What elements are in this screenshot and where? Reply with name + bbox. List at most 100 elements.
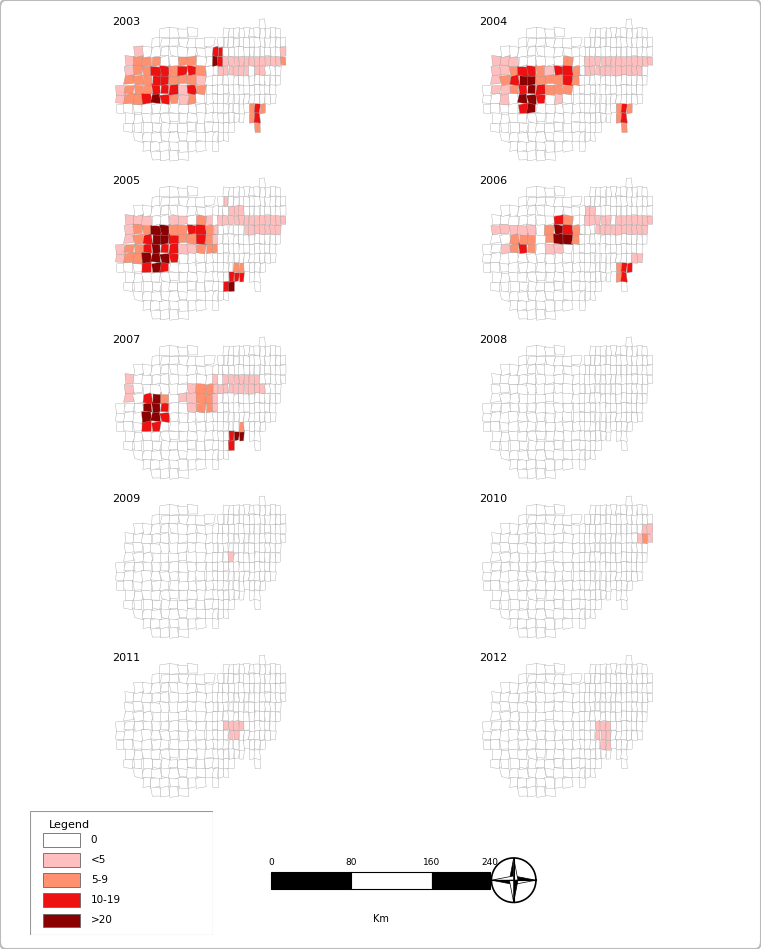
Polygon shape bbox=[254, 693, 260, 703]
Polygon shape bbox=[517, 150, 527, 160]
Polygon shape bbox=[647, 375, 653, 383]
Polygon shape bbox=[590, 683, 596, 694]
Polygon shape bbox=[255, 383, 260, 393]
Polygon shape bbox=[186, 356, 197, 365]
Polygon shape bbox=[142, 102, 151, 114]
Polygon shape bbox=[616, 683, 621, 694]
Polygon shape bbox=[224, 674, 228, 683]
Polygon shape bbox=[244, 571, 250, 582]
Polygon shape bbox=[151, 673, 160, 683]
Polygon shape bbox=[255, 701, 260, 711]
Polygon shape bbox=[595, 402, 600, 413]
Polygon shape bbox=[579, 112, 585, 122]
Polygon shape bbox=[196, 692, 206, 702]
Polygon shape bbox=[536, 431, 546, 440]
Polygon shape bbox=[205, 580, 214, 591]
Polygon shape bbox=[196, 47, 206, 58]
Polygon shape bbox=[626, 514, 632, 525]
Polygon shape bbox=[271, 206, 275, 216]
Polygon shape bbox=[151, 739, 162, 750]
Polygon shape bbox=[275, 543, 282, 552]
Polygon shape bbox=[610, 253, 616, 263]
Polygon shape bbox=[555, 619, 564, 629]
Polygon shape bbox=[519, 282, 528, 291]
Polygon shape bbox=[605, 542, 611, 553]
Polygon shape bbox=[169, 393, 180, 403]
Polygon shape bbox=[253, 28, 260, 38]
Polygon shape bbox=[223, 47, 229, 57]
Polygon shape bbox=[589, 374, 595, 384]
Polygon shape bbox=[228, 739, 233, 749]
Polygon shape bbox=[584, 431, 591, 441]
Polygon shape bbox=[160, 150, 170, 160]
Polygon shape bbox=[527, 532, 536, 544]
Polygon shape bbox=[553, 290, 564, 301]
Polygon shape bbox=[616, 403, 622, 413]
Polygon shape bbox=[169, 197, 179, 205]
Polygon shape bbox=[239, 244, 244, 254]
Polygon shape bbox=[151, 544, 161, 553]
Polygon shape bbox=[527, 458, 536, 470]
Polygon shape bbox=[632, 693, 638, 701]
Polygon shape bbox=[218, 365, 223, 375]
Polygon shape bbox=[642, 187, 648, 196]
Polygon shape bbox=[275, 374, 282, 384]
Polygon shape bbox=[179, 551, 187, 561]
Polygon shape bbox=[135, 245, 144, 254]
Polygon shape bbox=[187, 562, 198, 572]
Polygon shape bbox=[545, 627, 556, 638]
Polygon shape bbox=[269, 195, 276, 207]
Polygon shape bbox=[579, 94, 584, 103]
Polygon shape bbox=[621, 589, 627, 601]
Polygon shape bbox=[270, 94, 276, 103]
Polygon shape bbox=[205, 392, 215, 403]
Polygon shape bbox=[244, 262, 250, 271]
Polygon shape bbox=[610, 421, 617, 431]
Polygon shape bbox=[546, 421, 555, 432]
Polygon shape bbox=[514, 881, 518, 902]
Polygon shape bbox=[249, 94, 256, 103]
Polygon shape bbox=[169, 590, 179, 599]
Polygon shape bbox=[554, 27, 565, 37]
Polygon shape bbox=[544, 600, 555, 610]
Polygon shape bbox=[616, 206, 621, 216]
Polygon shape bbox=[161, 675, 170, 682]
Polygon shape bbox=[595, 440, 601, 451]
Polygon shape bbox=[229, 65, 233, 75]
Polygon shape bbox=[500, 374, 510, 383]
Polygon shape bbox=[161, 55, 169, 66]
Polygon shape bbox=[510, 758, 520, 769]
Polygon shape bbox=[186, 682, 197, 694]
Polygon shape bbox=[606, 113, 611, 123]
Polygon shape bbox=[610, 730, 616, 740]
Polygon shape bbox=[244, 739, 250, 749]
Polygon shape bbox=[594, 513, 600, 525]
Polygon shape bbox=[213, 618, 218, 629]
Polygon shape bbox=[526, 65, 536, 77]
Polygon shape bbox=[234, 206, 240, 216]
Polygon shape bbox=[223, 683, 229, 694]
Polygon shape bbox=[527, 150, 537, 160]
Polygon shape bbox=[518, 401, 527, 413]
Polygon shape bbox=[606, 244, 611, 254]
Polygon shape bbox=[186, 450, 197, 460]
Polygon shape bbox=[544, 682, 555, 694]
Polygon shape bbox=[584, 234, 589, 245]
Polygon shape bbox=[572, 551, 581, 563]
Polygon shape bbox=[249, 225, 255, 235]
Polygon shape bbox=[218, 56, 224, 66]
Polygon shape bbox=[260, 693, 266, 702]
Polygon shape bbox=[260, 345, 266, 356]
Polygon shape bbox=[133, 693, 143, 701]
Polygon shape bbox=[229, 524, 234, 533]
Polygon shape bbox=[631, 712, 637, 722]
Polygon shape bbox=[196, 85, 206, 95]
Polygon shape bbox=[527, 749, 537, 760]
Polygon shape bbox=[536, 214, 546, 225]
Polygon shape bbox=[611, 702, 616, 713]
Polygon shape bbox=[275, 533, 282, 544]
Polygon shape bbox=[580, 543, 584, 552]
Polygon shape bbox=[610, 47, 616, 57]
Polygon shape bbox=[590, 450, 595, 459]
Polygon shape bbox=[187, 373, 197, 383]
